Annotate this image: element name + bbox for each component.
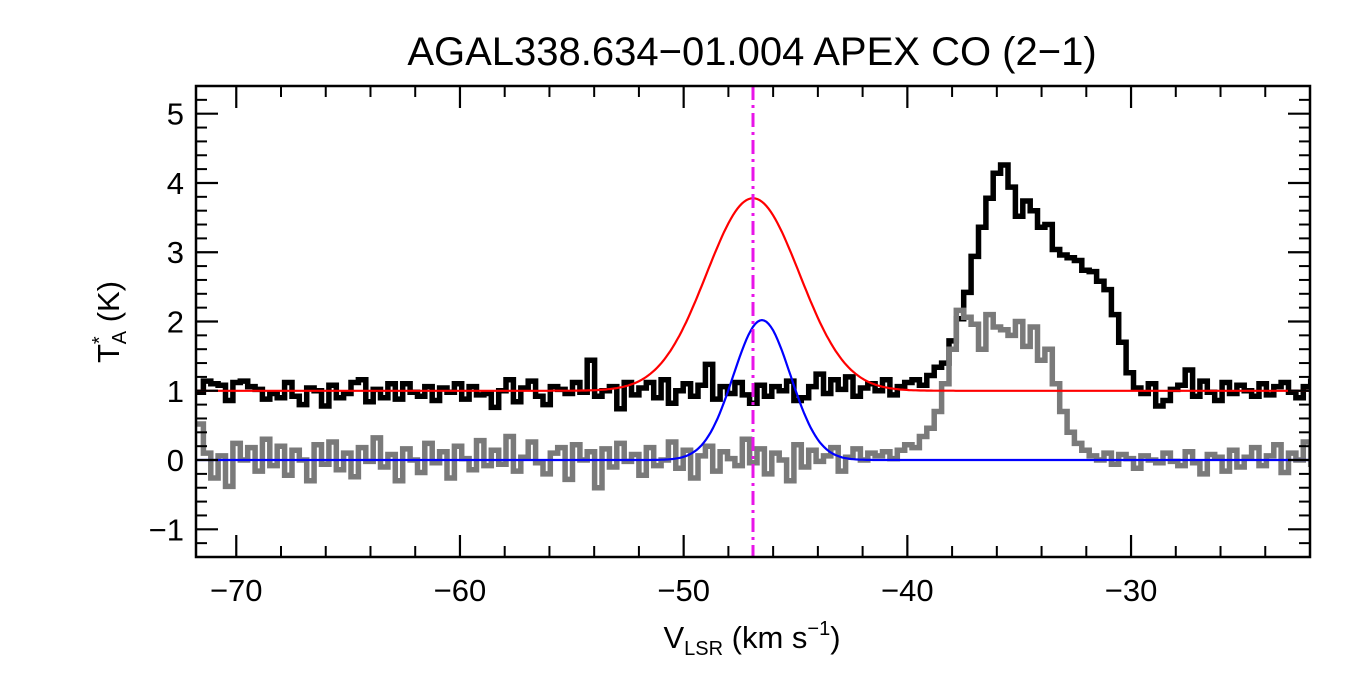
plot-area — [196, 86, 1310, 557]
series-3-gaussian-fit — [196, 318, 1310, 462]
y-axis-label-unit: (K) — [91, 281, 126, 331]
x-tick-label: −60 — [434, 573, 487, 608]
axis-ticks — [196, 85, 1311, 557]
y-axis-label: T*A (K) — [89, 281, 131, 363]
chart-title: AGAL338.634−01.004 APEX CO (2−1) — [407, 30, 1096, 74]
x-axis-label: VLSR (km s−1) — [663, 618, 840, 660]
y-tick-label: 5 — [167, 97, 184, 132]
y-tick-label: 2 — [167, 305, 184, 340]
x-tick-label: −70 — [210, 573, 263, 608]
x-axis-label-close: ) — [830, 620, 840, 655]
y-tick-label: −1 — [149, 512, 184, 547]
plot-inner — [196, 86, 1310, 557]
x-tick-label: −50 — [657, 573, 710, 608]
y-axis-label-sup: * — [89, 336, 111, 344]
x-axis-label-main: V — [663, 620, 684, 655]
series-0-histogram — [196, 162, 1310, 412]
y-axis-label-sub: A — [109, 330, 131, 344]
y-tick-label: 3 — [167, 235, 184, 270]
y-tick-label: 4 — [167, 166, 184, 201]
x-tick-label: −40 — [881, 573, 934, 608]
y-axis-label-main: T — [91, 344, 126, 363]
x-axis-label-sub: LSR — [684, 638, 723, 660]
y-tick-label: 1 — [167, 374, 184, 409]
x-axis-label-unit: (km s — [723, 620, 807, 655]
y-tick-label: 0 — [167, 443, 184, 478]
tick-labels: −70 −60 −50 −40 −30 −1 0 1 2 3 4 5 — [149, 97, 1158, 608]
x-axis-label-sup: −1 — [807, 618, 830, 640]
x-tick-label: −30 — [1105, 573, 1158, 608]
series-1-histogram — [196, 307, 1310, 491]
